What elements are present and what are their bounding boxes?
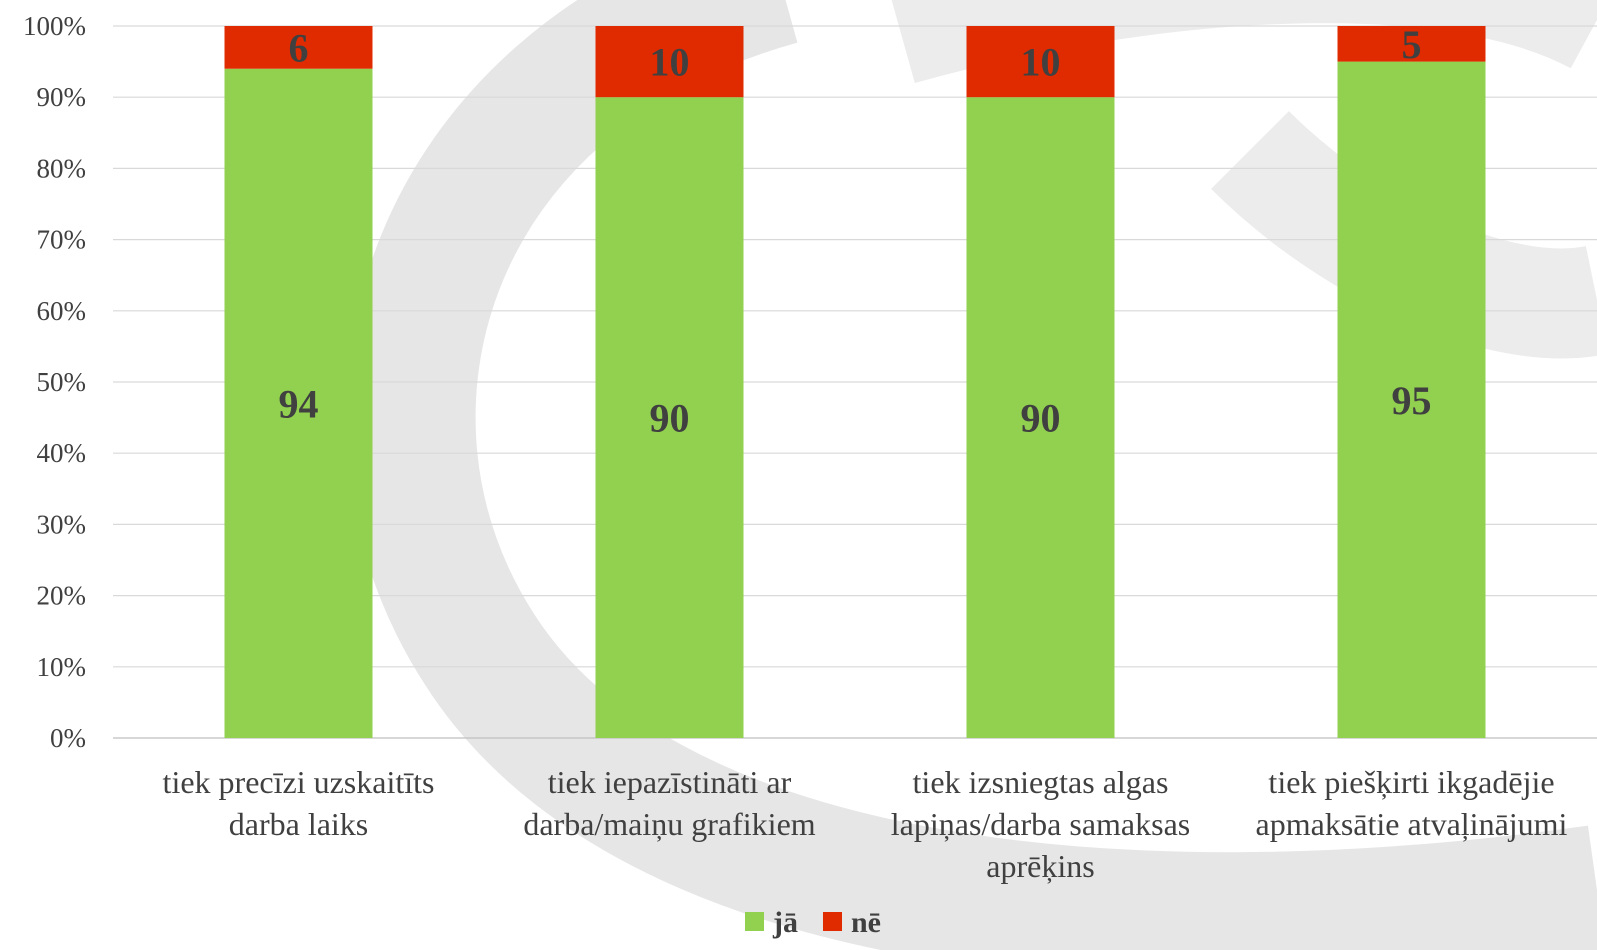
legend-swatch	[823, 912, 842, 931]
data-label: 10	[650, 40, 690, 85]
y-tick-label: 30%	[37, 509, 87, 539]
y-axis-ticks: 0% 10% 20% 30% 40% 50% 60% 70% 80% 90% 100%	[23, 11, 86, 753]
bar-segment	[966, 26, 1115, 98]
legend-label: jā	[772, 906, 798, 939]
y-tick-label: 70%	[37, 225, 87, 255]
bar-segment	[1337, 26, 1486, 62]
y-tick-label: 10%	[37, 652, 87, 682]
data-label: 90	[650, 396, 690, 441]
x-tick-label-line: tiek izsniegtas algas	[913, 764, 1169, 800]
data-label: 95	[1392, 378, 1432, 423]
x-tick-label: tiek izsniegtas algas lapiņas/darba samak…	[891, 764, 1190, 884]
bar-segment	[595, 97, 744, 738]
legend-label: nē	[851, 906, 881, 939]
bar-segment	[1337, 61, 1486, 739]
data-label: 90	[1021, 396, 1061, 441]
legend: jā nē	[745, 906, 881, 939]
y-tick-label: 0%	[50, 723, 86, 753]
x-tick-label-line: apmaksātie atvaļinājumi	[1256, 806, 1568, 842]
x-tick-label-line: tiek piešķirti ikgadējie	[1268, 764, 1554, 800]
x-tick-label-line: darba laiks	[229, 806, 369, 842]
data-label: 94	[279, 381, 319, 426]
x-tick-label-line: lapiņas/darba samaksas	[891, 806, 1190, 842]
bar-segment	[595, 26, 744, 98]
y-tick-label: 40%	[37, 438, 87, 468]
bars: 94 6 90 10 90 10 95 5	[224, 22, 1486, 739]
legend-swatch	[745, 912, 764, 931]
x-tick-label-line: darba/maiņu grafikiem	[523, 806, 815, 842]
y-tick-label: 50%	[37, 367, 87, 397]
y-tick-label: 60%	[37, 296, 87, 326]
y-tick-label: 100%	[23, 11, 86, 41]
data-label: 6	[289, 25, 309, 70]
bar-segment	[966, 97, 1115, 738]
data-label: 10	[1021, 40, 1061, 85]
x-axis-labels: tiek precīzi uzskaitīts darba laiks tiek i…	[163, 764, 1568, 884]
bar-segment	[224, 68, 373, 739]
x-tick-label-line: aprēķins	[986, 848, 1094, 884]
x-tick-label: tiek precīzi uzskaitīts darba laiks	[163, 764, 435, 842]
y-tick-label: 90%	[37, 82, 87, 112]
x-tick-label: tiek piešķirti ikgadējie apmaksātie atvaļ…	[1256, 764, 1568, 842]
bar-segment	[224, 26, 373, 69]
x-tick-label: tiek iepazīstināti ar darba/maiņu grafiki…	[523, 764, 815, 842]
data-label: 5	[1402, 22, 1422, 67]
y-tick-label: 20%	[37, 581, 87, 611]
y-tick-label: 80%	[37, 153, 87, 183]
x-tick-label-line: tiek iepazīstināti ar	[548, 764, 792, 800]
x-tick-label-line: tiek precīzi uzskaitīts	[163, 764, 435, 800]
